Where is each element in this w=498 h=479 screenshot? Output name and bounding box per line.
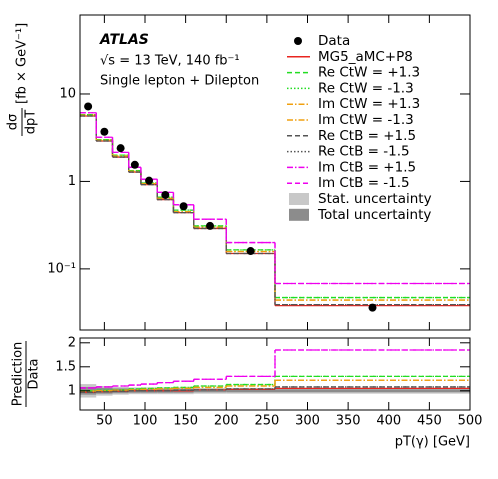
data-point [145, 176, 154, 185]
plot-frame [79, 337, 471, 411]
experiment-label: ATLAS [99, 32, 149, 48]
x-tick-label: 400 [376, 414, 401, 429]
y-tick-label: 10 [59, 86, 76, 101]
selection-label: Single lepton + Dilepton [100, 74, 259, 89]
data-point [116, 144, 125, 153]
y-label-numerator: dσ [6, 114, 21, 131]
x-tick-label: 350 [336, 414, 361, 429]
energy-label: √s = 13 TeV, 140 fb⁻¹ [100, 54, 240, 69]
data-point [161, 190, 170, 199]
x-tick-label: 450 [417, 414, 442, 429]
legend-swatch [289, 208, 309, 221]
legend-label: Im CtW = -1.3 [318, 112, 414, 128]
uncertainty-band [193, 389, 227, 393]
y-tick-label: 10⁻¹ [47, 261, 76, 276]
ratio-label-numerator: Prediction [11, 342, 26, 407]
legend-label: Re CtW = +1.3 [318, 65, 420, 81]
legend-label: Re CtB = +1.5 [318, 128, 416, 144]
y-tick-label: 2 [68, 335, 76, 350]
ratio-y-axis-title: Prediction Data [11, 341, 42, 407]
data-point [100, 127, 109, 136]
legend-label: Total uncertainty [317, 207, 431, 223]
legend-label: Im CtB = -1.5 [318, 175, 410, 191]
x-tick-label: 250 [254, 414, 279, 429]
y-tick-label: 1 [68, 383, 76, 398]
y-label-denominator: dpT [24, 110, 39, 135]
y-tick-label: 1 [68, 174, 76, 189]
uncertainty-band [275, 389, 470, 393]
plot-frame [79, 14, 471, 331]
x-tick-label: 150 [173, 414, 198, 429]
data-point [246, 247, 255, 256]
data-point [84, 102, 93, 111]
data-point [368, 303, 377, 312]
legend-label: Stat. uncertainty [318, 191, 432, 207]
data-point [179, 202, 188, 211]
y-axis-title: dσ dpT [fb × GeV⁻¹] [6, 23, 39, 136]
legend-swatch [289, 193, 309, 205]
x-tick-label: 200 [214, 414, 239, 429]
uncertainty-band [226, 389, 275, 393]
data-point [130, 160, 139, 169]
legend-marker [294, 37, 302, 45]
y-tick-label: 1.5 [55, 359, 76, 374]
legend-label: Im CtW = +1.3 [318, 96, 420, 112]
ratio-label-denominator: Data [27, 358, 42, 389]
x-tick-label: 50 [96, 414, 113, 429]
x-axis-title: pT(γ) [GeV] [395, 435, 470, 450]
x-tick-label: 500 [458, 414, 483, 429]
x-tick-label: 100 [133, 414, 158, 429]
y-label-unit: [fb × GeV⁻¹] [15, 23, 30, 104]
legend-label: MG5_aMC+P8 [318, 49, 413, 65]
legend-label: Re CtB = -1.5 [318, 144, 410, 160]
legend-label: Im CtB = +1.5 [318, 159, 416, 175]
legend-label: Re CtW = -1.3 [318, 80, 414, 96]
x-tick-label: 300 [295, 414, 320, 429]
data-point [206, 221, 214, 230]
legend-label: Data [318, 33, 350, 49]
